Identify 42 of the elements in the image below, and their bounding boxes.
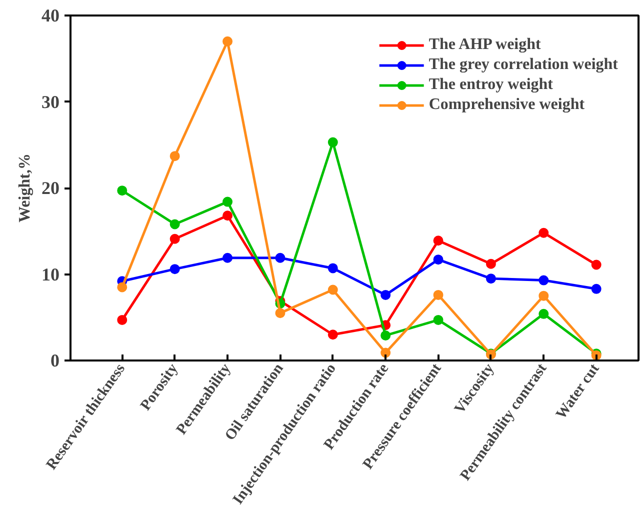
y-tick-label: 10 — [42, 264, 60, 284]
point — [222, 196, 233, 207]
point — [433, 314, 444, 325]
point — [433, 254, 444, 265]
point — [433, 236, 444, 246]
point — [275, 252, 286, 263]
y-tick-label: 40 — [42, 6, 60, 26]
legend-label: The AHP weight — [428, 36, 541, 54]
point — [433, 290, 444, 300]
point — [538, 275, 549, 286]
y-tick-label: 30 — [42, 92, 60, 112]
point — [170, 234, 180, 244]
point — [380, 290, 391, 300]
legend-label: Comprehensive weight — [428, 96, 585, 114]
point — [328, 263, 338, 274]
point — [486, 258, 496, 269]
y-axis-title: Weight,% — [16, 154, 34, 222]
y-tick-label: 0 — [50, 350, 60, 370]
point — [222, 210, 233, 221]
legend-label: The entroy weight — [428, 76, 553, 94]
point — [591, 260, 602, 270]
point — [222, 36, 233, 46]
point — [170, 264, 180, 274]
point — [117, 282, 128, 292]
point — [538, 228, 549, 238]
point — [538, 290, 549, 301]
point — [328, 330, 338, 340]
y-tick-label: 20 — [42, 178, 60, 198]
point — [170, 151, 180, 162]
point — [538, 308, 549, 319]
point — [380, 348, 391, 358]
point — [328, 284, 338, 295]
point — [328, 137, 338, 148]
point — [275, 308, 286, 318]
point — [591, 284, 602, 294]
point — [222, 252, 233, 263]
point — [117, 314, 128, 325]
point — [380, 330, 391, 340]
point — [486, 274, 496, 284]
legend-label: The grey correlation weight — [428, 56, 618, 74]
point — [117, 186, 128, 196]
point — [170, 219, 180, 230]
